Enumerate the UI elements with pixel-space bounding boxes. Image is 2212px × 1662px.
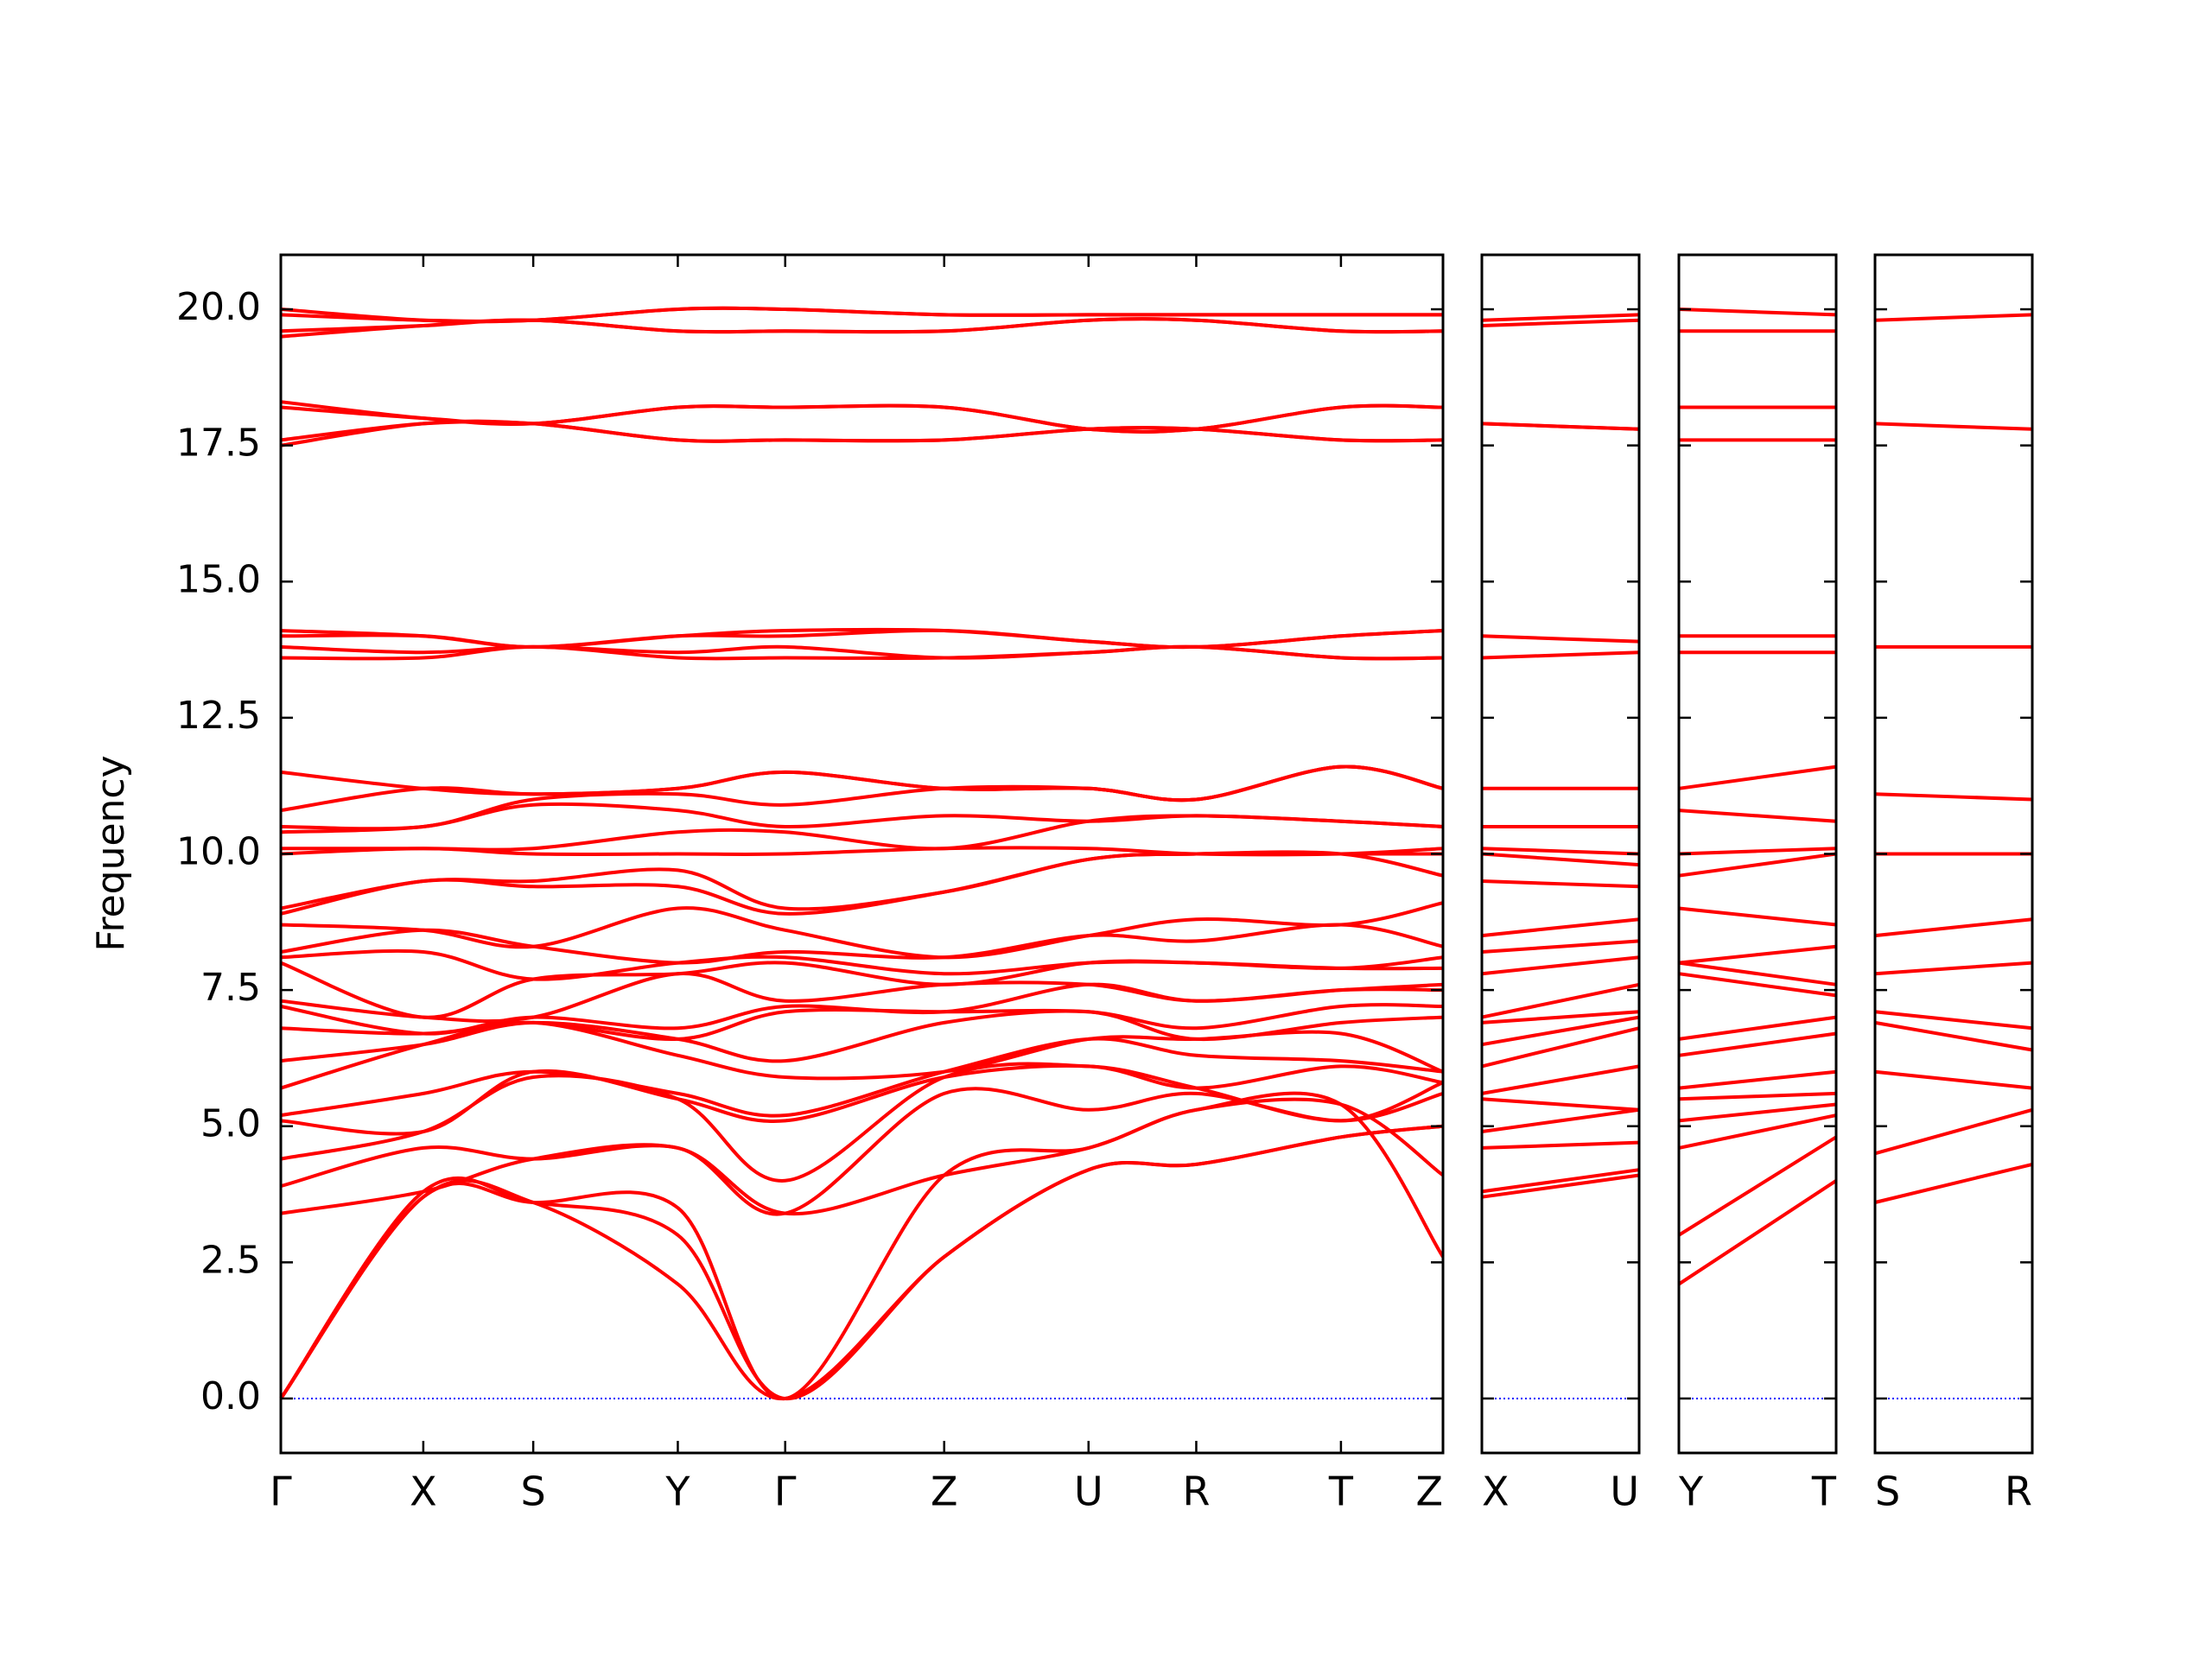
y-tick-label: 12.5	[176, 694, 261, 738]
band-line-p2-6	[1481, 1064, 1640, 1095]
band-line-p2-5	[1481, 1097, 1640, 1112]
band-line-p2-12	[1481, 939, 1640, 954]
band-line-p4-1	[1874, 1162, 2033, 1204]
band-line-p4-3	[1874, 1069, 2033, 1090]
y-tick-label: 17.5	[176, 422, 261, 466]
x-tick-label: S	[1875, 1469, 1900, 1515]
band-line-p4-7	[1874, 917, 2033, 938]
x-tick-label: R	[2005, 1469, 2032, 1515]
y-tick-label: 20.0	[176, 285, 261, 329]
band-line-p3-12	[1678, 906, 1837, 927]
y-tick-label: 7.5	[200, 966, 261, 1010]
band-line-p1-29	[280, 627, 1444, 650]
y-tick-label: 0.0	[200, 1374, 261, 1418]
band-line-p3-15	[1678, 809, 1837, 823]
x-tick-label: Γ	[270, 1469, 292, 1515]
band-line-p2-24	[1481, 313, 1640, 322]
band-line-p3-8	[1678, 1015, 1837, 1041]
band-line-p4-11	[1874, 422, 2033, 431]
band-line-p4-12	[1874, 313, 2033, 322]
band-line-p2-16	[1481, 847, 1640, 856]
band-line-p1-17	[280, 901, 1444, 960]
x-tick-label: Y	[1678, 1469, 1704, 1515]
band-line-p3-7	[1678, 1031, 1837, 1057]
band-line-p2-19	[1481, 650, 1640, 660]
band-line-p1-13	[280, 972, 1444, 1024]
band-line-p3-3	[1678, 1113, 1837, 1150]
x-tick-label: Z	[1415, 1469, 1443, 1515]
band-line-p3-4	[1678, 1102, 1837, 1123]
x-tick-label: R	[1182, 1469, 1210, 1515]
y-tick-label: 5.0	[200, 1102, 261, 1146]
band-line-p1-33	[280, 400, 1444, 434]
band-line-p1-7	[280, 1063, 1444, 1136]
band-line-p2-4	[1481, 1107, 1640, 1133]
band-line-p2-14	[1481, 879, 1640, 889]
band-line-p1-3	[279, 1091, 1445, 1401]
band-line-p2-8	[1481, 1015, 1640, 1047]
y-tick-label: 15.0	[176, 557, 261, 601]
band-line-p3-16	[1678, 764, 1837, 790]
band-line-p4-6	[1874, 961, 2033, 976]
x-tick-label: S	[521, 1469, 546, 1515]
y-axis-label: Frequency	[89, 755, 133, 951]
x-tick-label: X	[1482, 1469, 1510, 1515]
band-line-p3-5	[1678, 1091, 1837, 1101]
x-tick-label: U	[1610, 1469, 1639, 1515]
band-line-p4-4	[1874, 1020, 2033, 1052]
band-line-p3-6	[1678, 1069, 1837, 1090]
band-line-p1-25	[280, 764, 1444, 802]
band-line-p1-2	[279, 1124, 1444, 1401]
x-tick-label: Γ	[774, 1469, 797, 1515]
band-line-p2-2	[1481, 1168, 1640, 1194]
band-line-p1-15	[280, 948, 1444, 981]
band-line-p4-5	[1874, 1010, 2033, 1031]
band-line-p1-4	[280, 1097, 1445, 1216]
x-tick-label: Z	[931, 1469, 958, 1515]
band-line-p4-2	[1874, 1107, 2033, 1156]
band-line-p2-1	[1481, 1173, 1640, 1199]
band-line-p4-9	[1874, 792, 2033, 802]
band-line-p2-22	[1481, 422, 1640, 431]
y-tick-label: 10.0	[176, 830, 261, 874]
band-line-p2-3	[1481, 1140, 1640, 1150]
band-line-p2-11	[1481, 955, 1640, 976]
band-line-p2-23	[1481, 318, 1640, 327]
band-line-p3-22	[1678, 308, 1837, 317]
band-line-p3-10	[1678, 961, 1837, 986]
band-line-p3-9	[1678, 972, 1837, 998]
band-line-p2-10	[1481, 982, 1640, 1019]
x-tick-label: U	[1074, 1469, 1103, 1515]
band-line-p3-14	[1678, 847, 1837, 856]
band-line-p1-37	[280, 306, 1443, 324]
y-tick-label: 2.5	[200, 1238, 261, 1282]
band-line-p3-2	[1677, 1135, 1838, 1237]
band-line-p2-13	[1481, 917, 1640, 938]
band-line-p1-8	[280, 1037, 1444, 1118]
x-tick-label: T	[1811, 1469, 1837, 1515]
band-line-p2-7	[1481, 1026, 1640, 1069]
band-line-p3-13	[1678, 852, 1837, 878]
band-line-p3-1	[1677, 1179, 1838, 1286]
band-line-p2-20	[1481, 634, 1640, 644]
x-tick-label: X	[410, 1469, 437, 1515]
band-line-p2-9	[1481, 1010, 1640, 1024]
band-line-p1-16	[280, 923, 1444, 965]
band-line-p1-27	[280, 644, 1444, 661]
band-line-p1-10	[280, 1009, 1444, 1063]
band-line-p2-15	[1481, 852, 1640, 867]
x-tick-label: Y	[664, 1469, 690, 1515]
band-line-p3-11	[1678, 944, 1837, 965]
x-tick-label: T	[1328, 1469, 1354, 1515]
